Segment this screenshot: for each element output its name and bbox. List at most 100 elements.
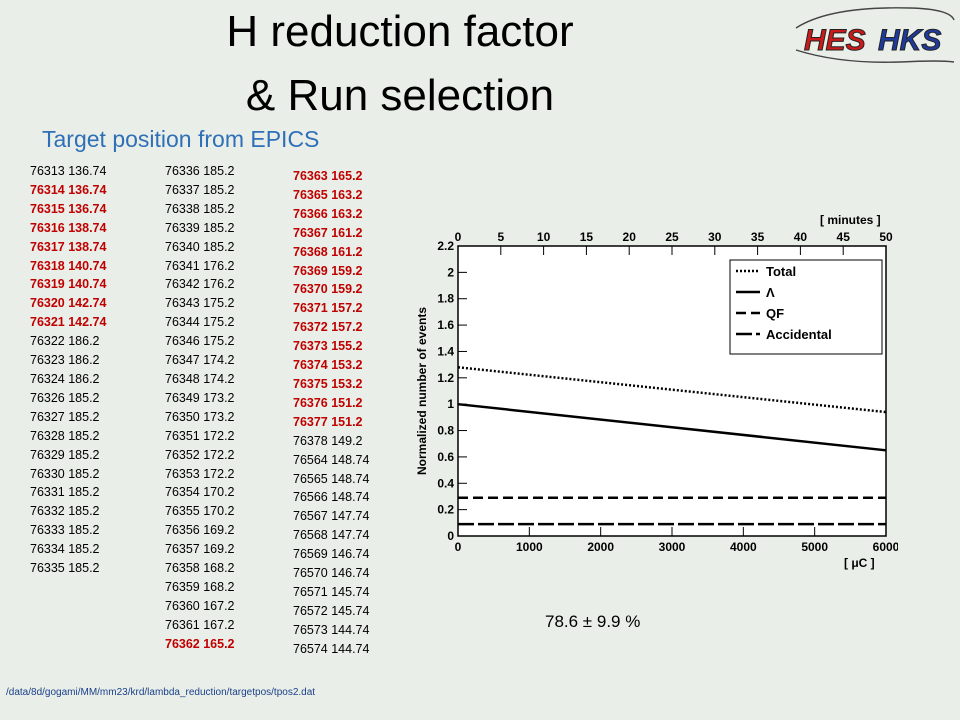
y-tick-label: 1.4 xyxy=(437,344,454,358)
legend-entry: QF xyxy=(766,306,784,321)
reduction-chart: 0 1000 2000 3000 4000 5000 6000 0 0.2 0.4 0.6 0.8 1 1… xyxy=(415,213,898,570)
top-tick-label: 0 xyxy=(455,230,462,244)
run-entry: 76572 145.74 xyxy=(293,603,370,618)
run-entry: 76363 165.2 xyxy=(293,169,363,183)
run-entry: 76368 161.2 xyxy=(293,244,363,259)
run-entry: 76354 170.2 xyxy=(165,485,235,500)
run-entry: 76327 185.2 xyxy=(30,409,100,424)
run-entry: 76334 185.2 xyxy=(30,542,100,557)
run-entry: 76319 140.74 xyxy=(30,277,107,292)
run-entry: 76367 161.2 xyxy=(293,225,363,240)
y-tick-label: 0.6 xyxy=(437,450,454,464)
subtitle: Target position from EPICS xyxy=(42,126,320,152)
run-entry: 76320 142.74 xyxy=(30,296,107,311)
y-tick-label: 2.2 xyxy=(437,239,454,253)
run-entry: 76361 167.2 xyxy=(165,617,235,632)
legend-entry: Λ xyxy=(766,285,775,300)
run-entry: 76353 172.2 xyxy=(165,466,235,481)
run-entry: 76351 172.2 xyxy=(165,428,235,443)
run-entry: 76323 186.2 xyxy=(30,353,100,368)
x-tick-label: 3000 xyxy=(659,540,686,554)
run-entry: 76330 185.2 xyxy=(30,466,100,481)
run-entry: 76366 163.2 xyxy=(293,206,363,221)
run-entry: 76326 185.2 xyxy=(30,390,100,405)
run-entry: 76371 157.2 xyxy=(293,301,363,316)
run-entry: 76318 140.74 xyxy=(30,258,107,273)
run-entry: 76569 146.74 xyxy=(293,547,370,562)
run-entry: 76374 153.2 xyxy=(293,358,363,373)
run-entry: 76333 185.2 xyxy=(30,523,100,538)
series-line xyxy=(457,402,887,452)
legend-entry: Accidental xyxy=(766,327,832,342)
run-entry: 76375 153.2 xyxy=(293,376,363,391)
run-entry: 76332 185.2 xyxy=(30,504,100,519)
run-entry: 76321 142.74 xyxy=(30,315,107,330)
title-line-2: & Run selection xyxy=(245,71,555,120)
logo-hes: HES xyxy=(804,24,866,57)
logo-hks: HKS xyxy=(878,24,941,57)
top-axis-label: [ minutes ] xyxy=(820,213,881,227)
run-entry: 76316 138.74 xyxy=(30,220,107,235)
y-axis-label: Normalized number of events xyxy=(415,307,429,475)
run-entry: 76341 176.2 xyxy=(165,258,235,273)
run-entry: 76324 186.2 xyxy=(30,371,100,386)
y-tick-label: 0.4 xyxy=(437,476,454,490)
run-entry: 76313 136.74 xyxy=(30,164,107,178)
run-entry: 76322 186.2 xyxy=(30,334,100,349)
x-axis-label: [ μC ] xyxy=(844,556,875,570)
run-entry: 76348 174.2 xyxy=(165,371,235,386)
x-tick-label: 0 xyxy=(455,540,462,554)
run-entry: 76377 151.2 xyxy=(293,414,363,429)
reduction-factor-result: 78.6 ± 9.9 % xyxy=(545,612,641,631)
x-tick-label: 5000 xyxy=(801,540,828,554)
hes-hks-logo: HES HKS xyxy=(795,7,955,63)
run-entry: 76358 168.2 xyxy=(165,561,235,576)
run-entry: 76346 175.2 xyxy=(165,334,235,349)
top-tick-label: 35 xyxy=(751,230,765,244)
run-entry: 76571 145.74 xyxy=(293,584,370,599)
run-entry: 76335 185.2 xyxy=(30,561,100,576)
run-entry: 76565 148.74 xyxy=(293,471,370,486)
y-tick-label: 1.6 xyxy=(437,318,454,332)
run-entry: 76378 149.2 xyxy=(293,433,363,448)
run-entry: 76338 185.2 xyxy=(165,201,235,216)
run-entry: 76573 144.74 xyxy=(293,622,370,637)
y-tick-label: 1.2 xyxy=(437,371,454,385)
y-tick-label: 1.8 xyxy=(437,292,454,306)
run-list-column-3: 76363 165.2 76365 163.2 76366 163.2 76367 1… xyxy=(293,167,369,659)
x-tick-label: 6000 xyxy=(873,540,898,554)
x-tick-label: 2000 xyxy=(587,540,614,554)
chart-series xyxy=(457,366,887,526)
run-entry: 76357 169.2 xyxy=(165,542,235,557)
run-entry: 76343 175.2 xyxy=(165,296,235,311)
chart-axes: 0 1000 2000 3000 4000 5000 6000 0 0.2 0.4 0.6 0.8 1 1… xyxy=(437,230,898,554)
top-tick-label: 20 xyxy=(623,230,637,244)
top-tick-label: 25 xyxy=(665,230,679,244)
run-entry: 76568 147.74 xyxy=(293,528,370,543)
run-entry: 76373 155.2 xyxy=(293,339,363,354)
run-entry: 76372 157.2 xyxy=(293,320,363,335)
run-entry: 76342 176.2 xyxy=(165,277,235,292)
run-entry: 76337 185.2 xyxy=(165,182,235,197)
data-file-path: /data/8d/gogami/MM/mm23/krd/lambda_reduc… xyxy=(6,687,316,698)
run-entry: 76564 148.74 xyxy=(293,452,370,467)
top-tick-label: 40 xyxy=(794,230,808,244)
run-entry: 76339 185.2 xyxy=(165,220,235,235)
y-tick-label: 0 xyxy=(447,529,454,543)
run-entry: 76349 173.2 xyxy=(165,390,235,405)
run-entry: 76365 163.2 xyxy=(293,187,363,202)
x-tick-label: 1000 xyxy=(516,540,543,554)
run-entry: 76360 167.2 xyxy=(165,598,235,613)
run-entry: 76352 172.2 xyxy=(165,447,235,462)
run-entry: 76329 185.2 xyxy=(30,447,100,462)
run-entry: 76359 168.2 xyxy=(165,579,235,594)
chart-legend: Total Λ QF Accidental xyxy=(729,259,883,355)
legend-box xyxy=(729,259,883,355)
run-entry: 76350 173.2 xyxy=(165,409,235,424)
y-tick-label: 0.2 xyxy=(437,503,454,517)
run-entry: 76376 151.2 xyxy=(293,395,363,410)
x-tick-label: 4000 xyxy=(730,540,757,554)
run-entry: 76369 159.2 xyxy=(293,263,363,278)
run-entry: 76328 185.2 xyxy=(30,428,100,443)
run-entry: 76344 175.2 xyxy=(165,315,235,330)
